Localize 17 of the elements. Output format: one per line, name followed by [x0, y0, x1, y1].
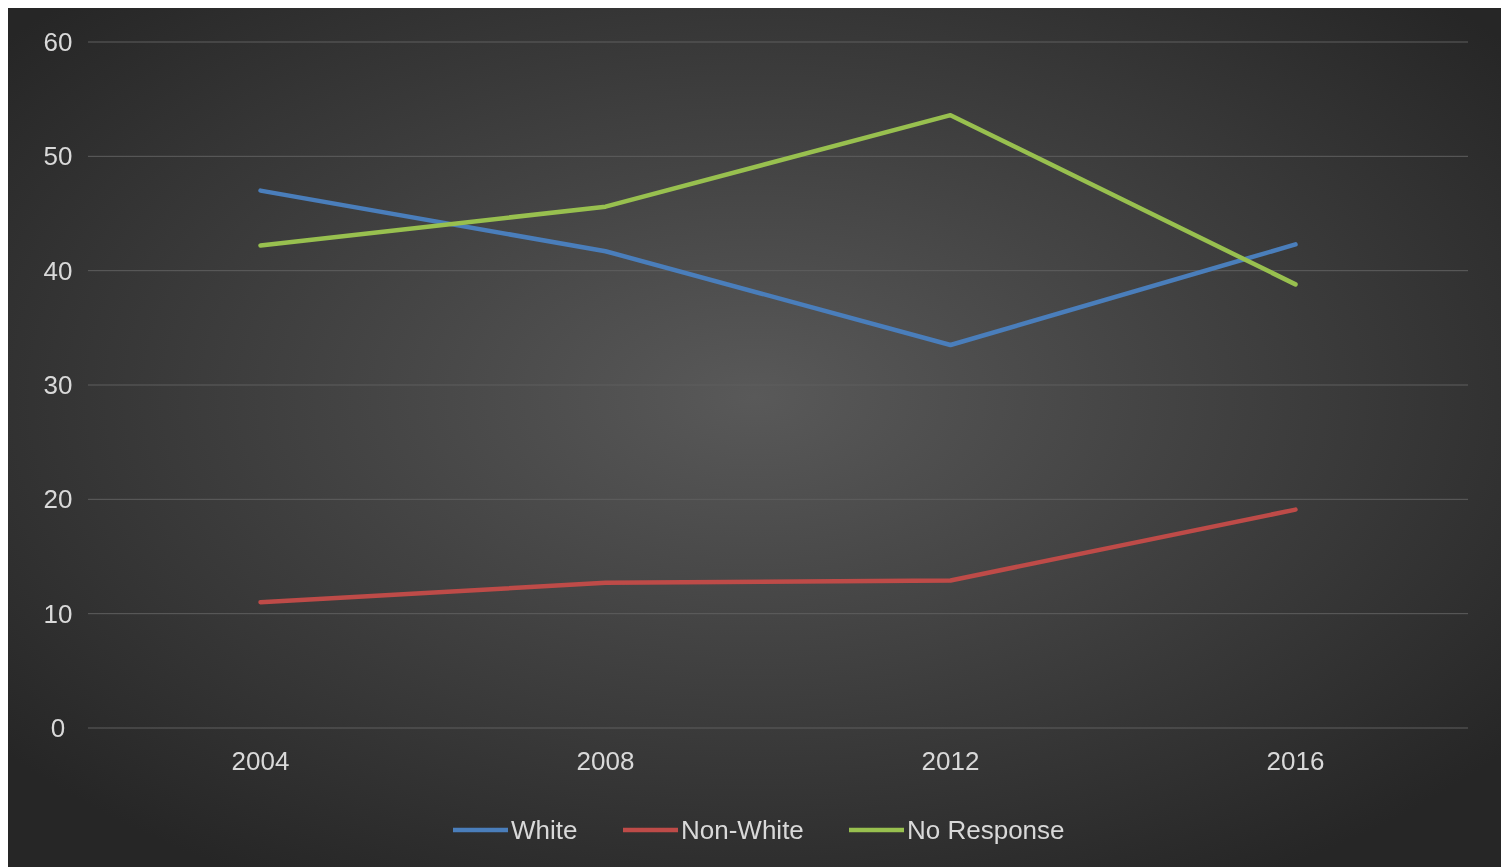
x-tick-label: 2012	[921, 746, 980, 776]
line-series	[258, 507, 1298, 605]
x-tick-label: 2004	[231, 746, 290, 776]
x-tick-label: 2016	[1266, 746, 1325, 776]
legend-label: No Response	[907, 815, 1065, 846]
legend-label: Non-White	[681, 815, 804, 846]
y-tick-label: 0	[50, 713, 66, 744]
y-tick-label: 20	[43, 484, 73, 515]
y-tick-label: 40	[43, 255, 73, 286]
line-series	[258, 188, 1298, 348]
y-tick-label: 10	[43, 598, 73, 629]
legend-label: White	[511, 815, 578, 846]
y-tick-label: 30	[43, 370, 73, 401]
line-series	[258, 112, 1298, 287]
y-tick-label: 60	[43, 27, 73, 58]
y-tick-label: 50	[43, 141, 73, 172]
x-tick-label: 2008	[576, 746, 635, 776]
